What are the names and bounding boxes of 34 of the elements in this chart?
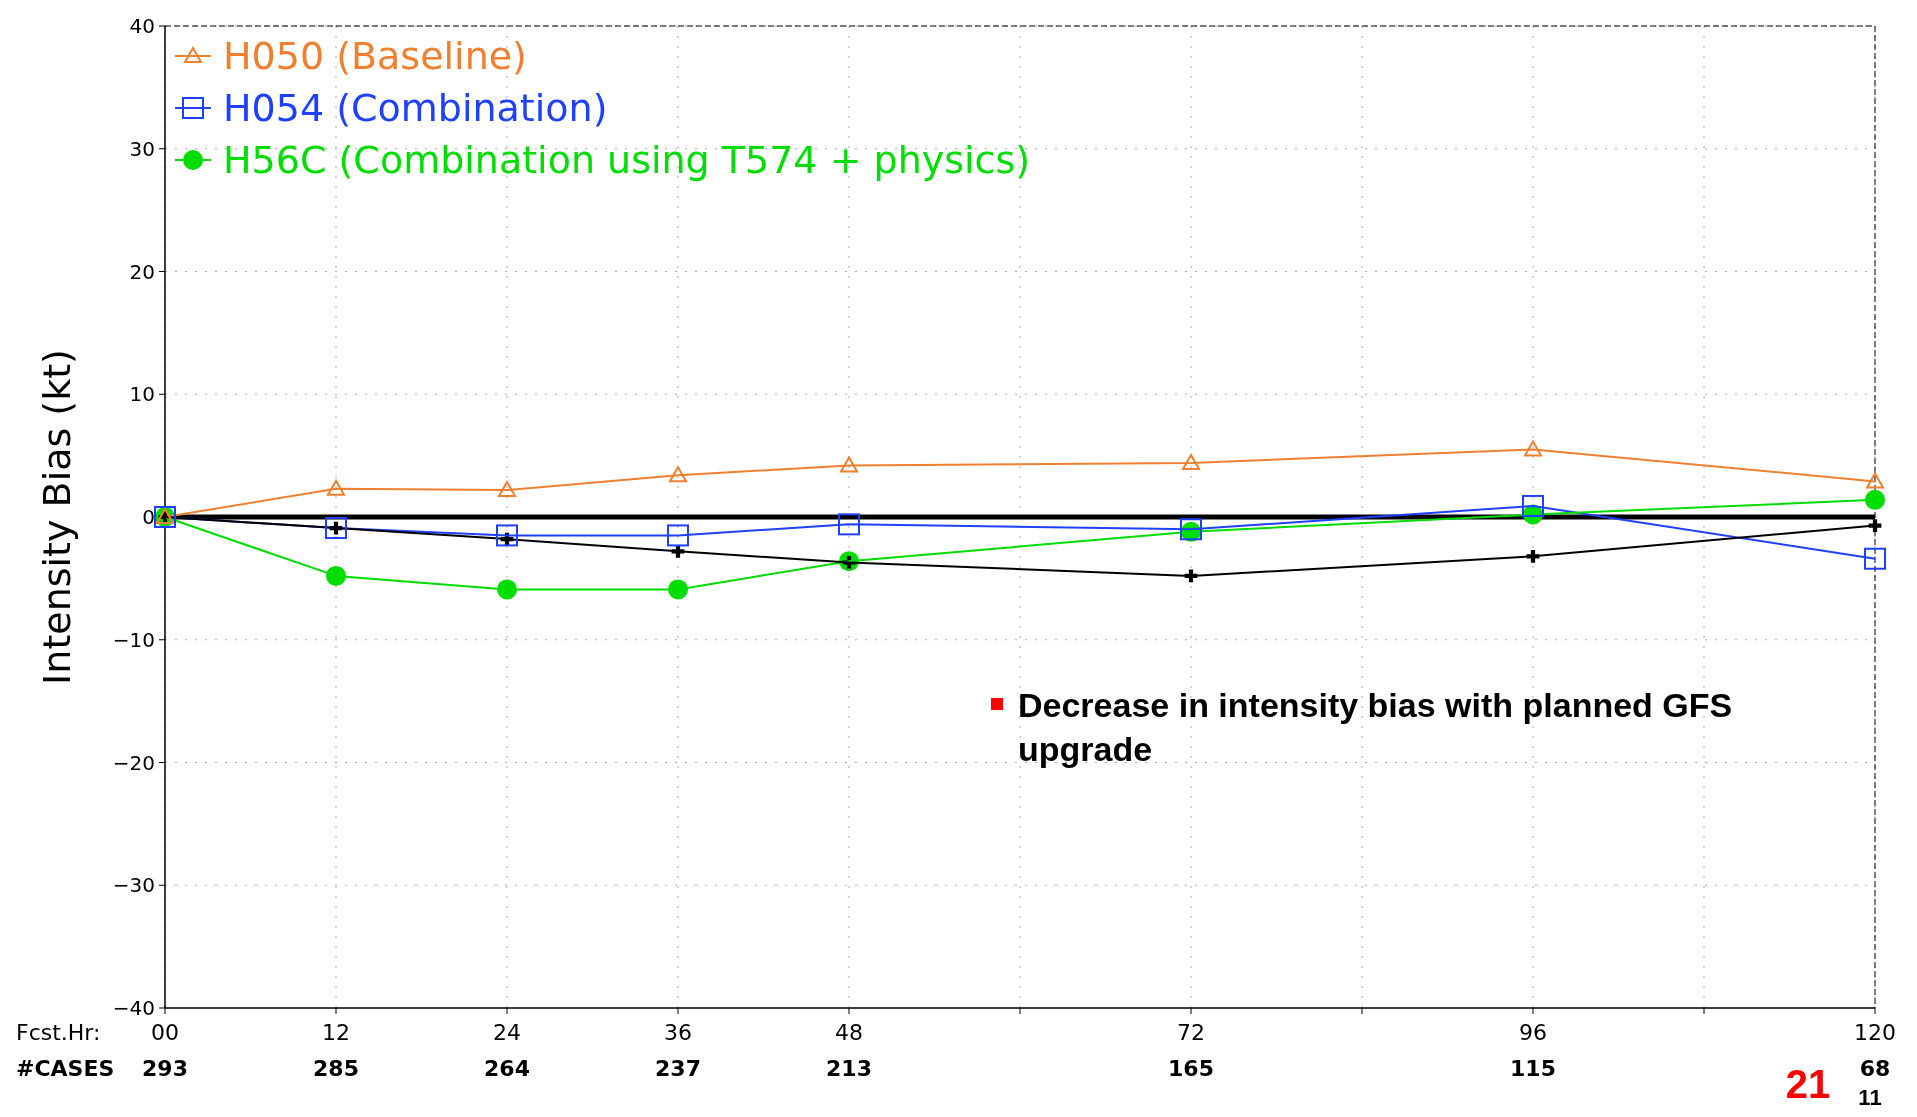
- text: 237: [655, 1056, 701, 1081]
- x-tick-label: 120: [1854, 1020, 1896, 1045]
- y-tick-label: 30: [129, 136, 155, 161]
- text: 264: [484, 1056, 530, 1081]
- legend-label: H054 (Combination): [223, 86, 608, 131]
- text: 293: [142, 1056, 188, 1081]
- text: 11: [1858, 1085, 1882, 1110]
- y-tick-label: −10: [112, 627, 155, 652]
- x-tick-label: 48: [835, 1020, 863, 1045]
- y-axis-title: Intensity Bias (kt): [35, 349, 79, 685]
- y-tick-label: 40: [129, 14, 155, 38]
- text: #CASES: [16, 1056, 115, 1081]
- x-tick-label: 72: [1177, 1020, 1205, 1045]
- text: 21: [1785, 1062, 1831, 1106]
- text: 68: [1859, 1056, 1891, 1081]
- y-tick-label: 10: [129, 382, 155, 407]
- x-tick-label: 12: [322, 1020, 350, 1045]
- x-tick-label: 36: [664, 1020, 692, 1045]
- text: 213: [826, 1056, 872, 1081]
- x-axis-title: Fcst.Hr:: [16, 1020, 101, 1045]
- y-tick-label: 0: [142, 505, 155, 529]
- text: 115: [1510, 1056, 1556, 1081]
- y-tick-label: −30: [112, 873, 155, 898]
- x-tick-label: 24: [493, 1020, 521, 1045]
- y-tick-label: −40: [112, 996, 155, 1020]
- text: 165: [1168, 1056, 1214, 1081]
- x-tick-label: 00: [151, 1020, 179, 1045]
- text: 285: [313, 1056, 359, 1081]
- y-tick-label: −20: [112, 750, 155, 775]
- x-tick-label: 96: [1519, 1020, 1547, 1045]
- legend-label: H050 (Baseline): [223, 34, 527, 79]
- y-tick-label: 20: [129, 259, 155, 284]
- annotation: Decrease in intensity bias with planned GFS upgrade: [1018, 685, 1734, 770]
- legend-label: H56C (Combination using T574 + physics): [223, 138, 1031, 183]
